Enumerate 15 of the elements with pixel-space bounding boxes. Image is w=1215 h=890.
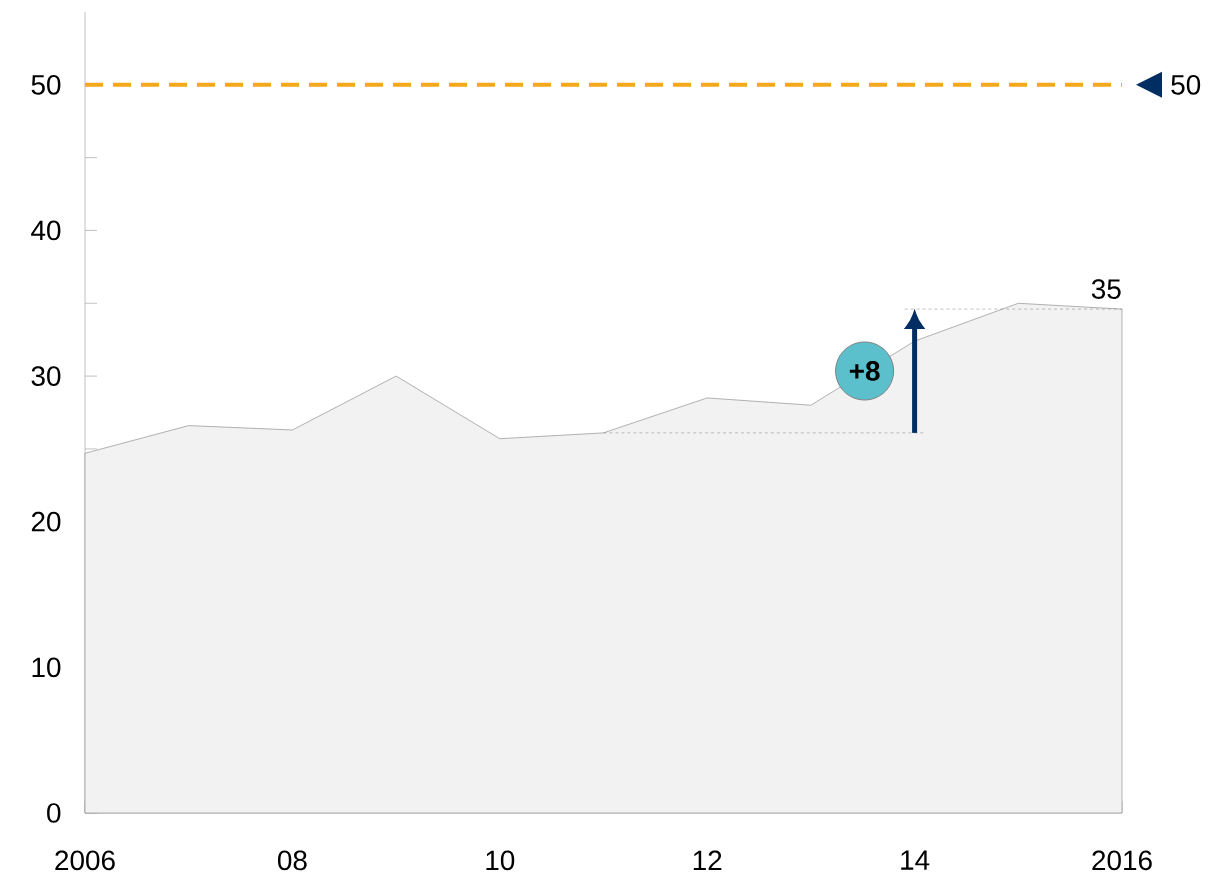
x-tick-label: 08	[277, 850, 307, 871]
annotation: 35	[1091, 279, 1121, 299]
y-tick-label: 40	[31, 220, 61, 241]
y-tick-label: 0	[47, 803, 61, 823]
x-tick-label: 10	[486, 850, 515, 871]
ref-line-label: 50	[1171, 74, 1201, 95]
x-tick-label: 2016	[1092, 850, 1152, 871]
annotation: +8	[849, 361, 880, 381]
x-tick-label: 12	[693, 850, 722, 870]
y-tick-label: 20	[31, 511, 61, 532]
y-tick-label: 10	[32, 657, 61, 678]
y-tick-label: 50	[31, 74, 61, 95]
x-tick-label: 14	[901, 850, 930, 870]
x-tick-label: 2006	[55, 850, 115, 871]
y-tick-label: 30	[31, 366, 61, 386]
